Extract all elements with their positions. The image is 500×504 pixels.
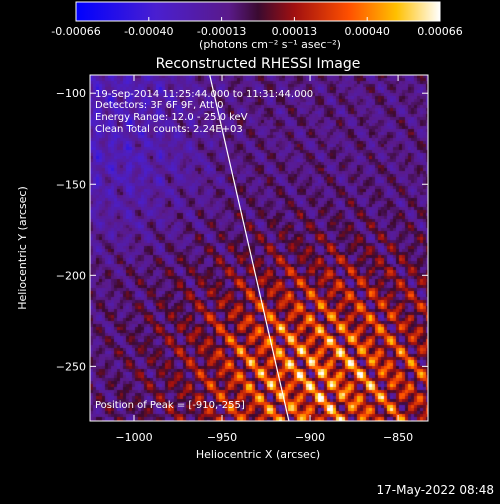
- colorbar-tick-label: 0.00013: [272, 25, 318, 38]
- heatmap-image: [90, 75, 428, 421]
- colorbar-ticks: -0.00066 -0.00040 -0.00013 0.00013 0.00040 0.…: [51, 17, 463, 38]
- colorbar-tick-label: 0.00066: [417, 25, 463, 38]
- solar-limb-line: [209, 74, 290, 422]
- annotation-detectors: Detectors: 3F 6F 9F, Att 0: [95, 100, 223, 111]
- colorbar-tick-label: -0.00066: [51, 25, 100, 38]
- y-axis-ticks: −100 −150 −200 −250: [56, 87, 428, 373]
- heatmap-pixels: [90, 75, 428, 421]
- x-axis-ticks: −1000 −950 −900 −850: [115, 75, 413, 444]
- colorbar: [75, 1, 441, 22]
- x-tick-label: −950: [207, 431, 237, 444]
- annotation-clean: Clean Total counts: 2.24E+03: [95, 124, 243, 135]
- annotation-energy: Energy Range: 12.0 - 25.0 keV: [95, 112, 248, 123]
- colorbar-tick-label: -0.00013: [197, 25, 246, 38]
- footer-timestamp: 17-May-2022 08:48: [377, 483, 494, 497]
- y-tick-label: −250: [56, 360, 86, 373]
- plot-frame: [89, 74, 429, 422]
- colorbar-tick-label: 0.00040: [344, 25, 390, 38]
- annotation-peak: Position of Peak = [-910,-255]: [95, 400, 245, 411]
- x-tick-label: −1000: [115, 431, 152, 444]
- x-tick-label: −900: [295, 431, 325, 444]
- colorbar-tick-label: -0.00040: [124, 25, 173, 38]
- y-tick-label: −150: [56, 178, 86, 191]
- annotation-time-range: 19-Sep-2014 11:25:44.000 to 11:31:44.000: [95, 89, 313, 100]
- colorbar-unit-label: (photons cm⁻² s⁻¹ asec⁻²): [199, 38, 341, 51]
- x-axis-label: Heliocentric X (arcsec): [196, 448, 320, 461]
- y-tick-label: −200: [56, 269, 86, 282]
- y-axis-label: Heliocentric Y (arcsec): [16, 186, 29, 310]
- chart-title: Reconstructed RHESSI Image: [156, 56, 361, 72]
- x-tick-label: −850: [383, 431, 413, 444]
- y-tick-label: −100: [56, 87, 86, 100]
